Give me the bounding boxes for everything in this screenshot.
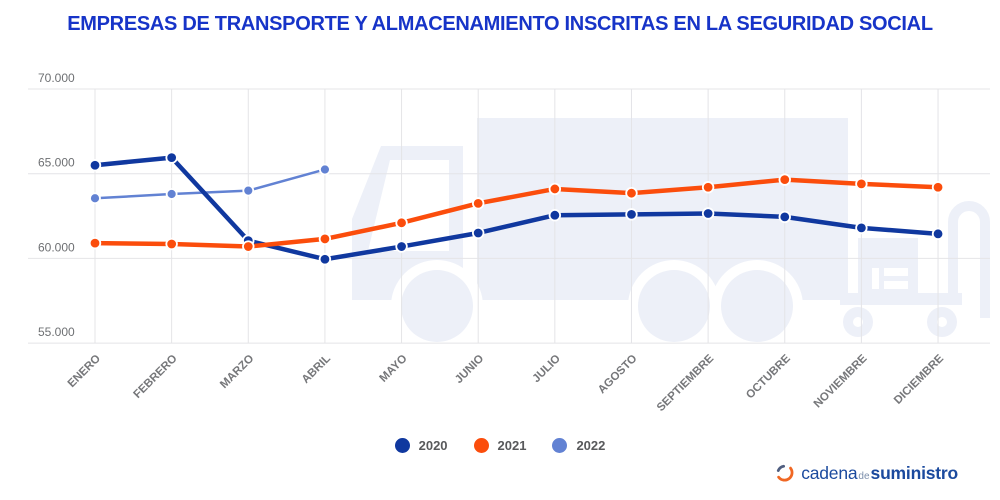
x-tick-label-ENERO: ENERO (66, 353, 103, 390)
data-point-2022-MARZO[interactable] (242, 184, 255, 197)
data-point-2020-MAYO[interactable] (395, 240, 408, 253)
x-tick-label-NOVIEMBRE: NOVIEMBRE (812, 352, 870, 410)
data-point-2020-AGOSTO[interactable] (625, 208, 638, 221)
x-tick-label-SEPTIEMBRE: SEPTIEMBRE (655, 352, 717, 414)
y-tick-label-70000: 70.000 (38, 71, 75, 85)
data-point-2022-FEBRERO[interactable] (165, 188, 178, 200)
page-title: EMPRESAS DE TRANSPORTE Y ALMACENAMIENTO … (67, 13, 933, 35)
x-tick-label-FEBRERO: FEBRERO (132, 353, 180, 401)
data-point-2020-DICIEMBRE[interactable] (931, 227, 945, 241)
chart-legend: 2020 2021 2022 (0, 438, 1000, 453)
legend-label-2021: 2021 (497, 438, 527, 453)
legend-label-2020: 2020 (418, 438, 448, 453)
legend-dot-2020 (394, 438, 410, 453)
data-point-2022-ENERO[interactable] (89, 192, 101, 205)
data-point-2020-NOVIEMBRE[interactable] (855, 221, 868, 235)
data-point-2021-SEPTIEMBRE[interactable] (701, 181, 715, 194)
data-point-2021-JUNIO[interactable] (472, 197, 485, 210)
brand-icon (777, 464, 794, 482)
x-tick-label-AGOSTO: AGOSTO (596, 353, 640, 397)
legend-item-2021[interactable]: 2021 (473, 438, 527, 453)
data-point-2021-NOVIEMBRE[interactable] (855, 177, 868, 191)
truck-watermark-icon (352, 118, 990, 352)
series-2021 (88, 173, 945, 253)
x-tick-label-MARZO: MARZO (218, 353, 256, 391)
x-tick-label-ABRIL: ABRIL (300, 353, 333, 386)
series-line-2022 (93, 168, 327, 200)
legend-item-2022[interactable]: 2022 (552, 438, 605, 453)
brand-logo[interactable]: cadena de suministro (774, 463, 958, 484)
legend-dot-2022 (552, 438, 568, 453)
legend-dot-2021 (473, 438, 489, 453)
series-line-2021 (92, 177, 941, 249)
data-point-2021-OCTUBRE[interactable] (778, 173, 791, 186)
y-tick-label-65000: 65.000 (38, 156, 75, 170)
data-point-2021-AGOSTO[interactable] (625, 186, 638, 200)
legend-item-2020[interactable]: 2020 (394, 438, 448, 453)
data-point-2021-MAYO[interactable] (395, 216, 408, 230)
series-2020 (88, 151, 945, 266)
brand-text-suministro: suministro (870, 463, 959, 483)
series-2022 (89, 163, 331, 205)
x-tick-label-JULIO: JULIO (531, 353, 563, 385)
brand-text-de: de (858, 471, 870, 482)
y-tick-label-55000: 55.000 (38, 325, 75, 339)
data-point-2020-JULIO[interactable] (548, 209, 562, 222)
x-tick-label-OCTUBRE: OCTUBRE (744, 352, 793, 401)
data-point-2020-JUNIO[interactable] (472, 226, 485, 240)
data-point-2020-ENERO[interactable] (88, 159, 102, 172)
data-point-2021-DICIEMBRE[interactable] (931, 181, 945, 194)
x-tick-label-DICIEMBRE: DICIEMBRE (892, 352, 946, 406)
data-point-2021-FEBRERO[interactable] (165, 237, 178, 251)
x-tick-label-MAYO: MAYO (378, 353, 410, 385)
y-tick-label-60000: 60.000 (38, 240, 75, 254)
legend-label-2022: 2022 (576, 438, 606, 453)
data-point-2020-OCTUBRE[interactable] (778, 210, 791, 224)
data-point-2021-ENERO[interactable] (88, 236, 102, 250)
data-point-2022-ABRIL[interactable] (319, 163, 331, 176)
data-point-2020-ABRIL[interactable] (318, 253, 332, 266)
data-point-2020-FEBRERO[interactable] (165, 151, 178, 164)
series-line-2020 (92, 155, 941, 262)
data-point-2021-JULIO[interactable] (548, 182, 562, 196)
x-tick-label-JUNIO: JUNIO (453, 353, 486, 386)
brand-text-cadena: cadena (801, 463, 858, 483)
data-point-2020-SEPTIEMBRE[interactable] (701, 207, 715, 220)
data-point-2021-MARZO[interactable] (242, 240, 255, 253)
data-point-2021-ABRIL[interactable] (318, 232, 332, 246)
